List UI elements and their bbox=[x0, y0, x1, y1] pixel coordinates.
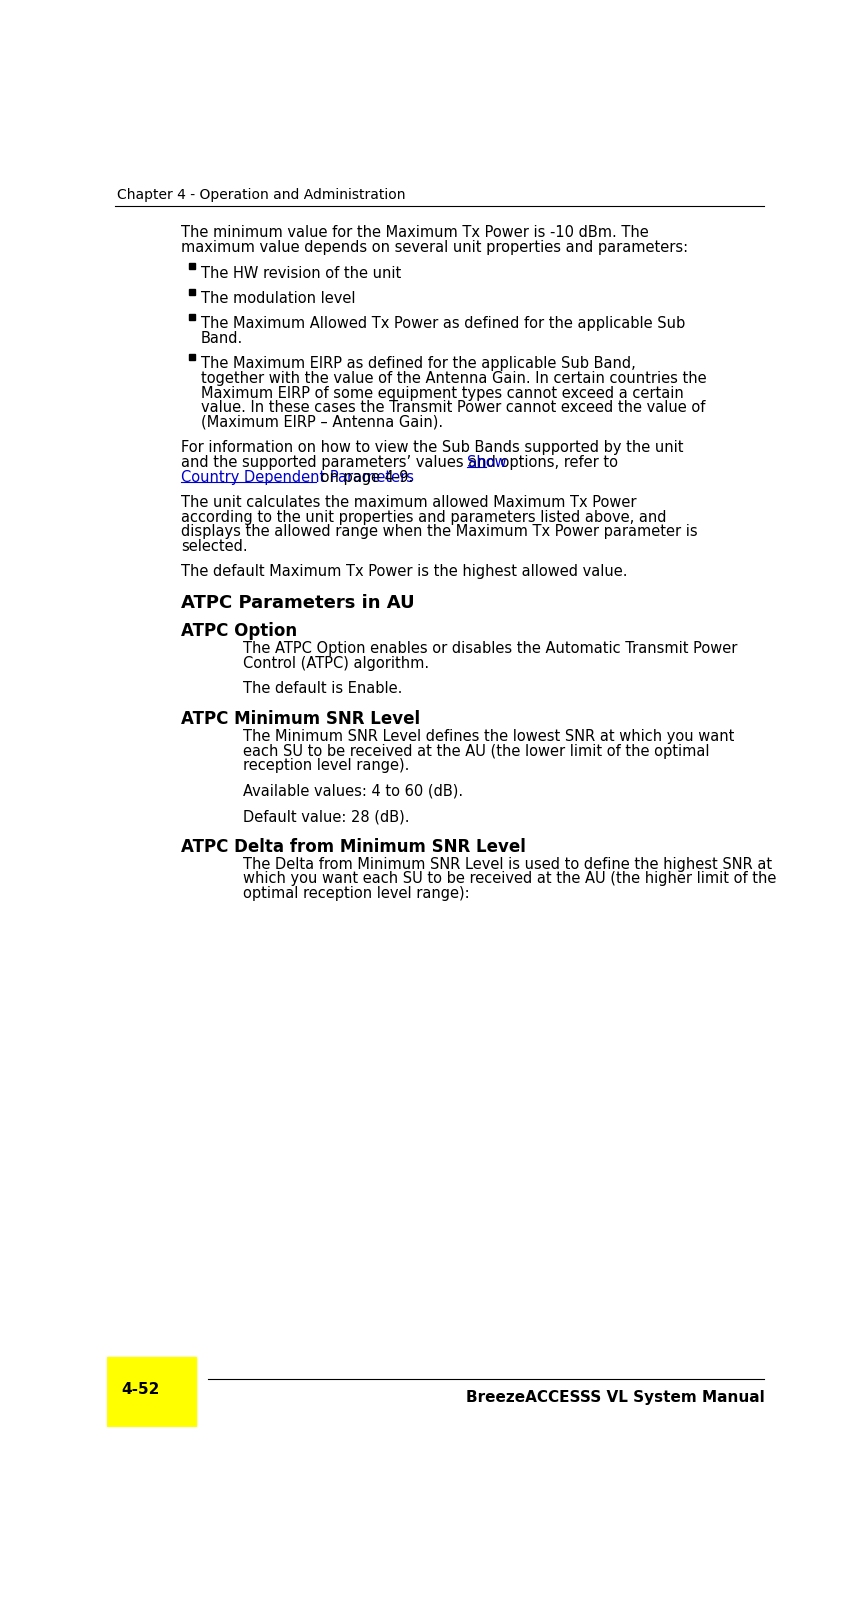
Text: The Minimum SNR Level defines the lowest SNR at which you want: The Minimum SNR Level defines the lowest… bbox=[243, 729, 734, 744]
Text: BreezeACCESSS VL System Manual: BreezeACCESSS VL System Manual bbox=[466, 1390, 764, 1404]
Text: displays the allowed range when the Maximum Tx Power parameter is: displays the allowed range when the Maxi… bbox=[181, 524, 698, 539]
Text: ATPC Parameters in AU: ATPC Parameters in AU bbox=[181, 593, 414, 611]
Text: The modulation level: The modulation level bbox=[201, 290, 355, 306]
Text: 4-52: 4-52 bbox=[121, 1382, 160, 1396]
Text: Available values: 4 to 60 (dB).: Available values: 4 to 60 (dB). bbox=[243, 784, 463, 798]
Text: selected.: selected. bbox=[181, 539, 247, 555]
Text: For information on how to view the Sub Bands supported by the unit: For information on how to view the Sub B… bbox=[181, 441, 683, 455]
Text: each SU to be received at the AU (the lower limit of the optimal: each SU to be received at the AU (the lo… bbox=[243, 744, 710, 758]
Text: ATPC Delta from Minimum SNR Level: ATPC Delta from Minimum SNR Level bbox=[181, 838, 526, 856]
Text: The ATPC Option enables or disables the Automatic Transmit Power: The ATPC Option enables or disables the … bbox=[243, 641, 737, 656]
Text: ATPC Option: ATPC Option bbox=[181, 622, 297, 640]
Text: The Maximum EIRP as defined for the applicable Sub Band,: The Maximum EIRP as defined for the appl… bbox=[201, 356, 636, 372]
Text: The Delta from Minimum SNR Level is used to define the highest SNR at: The Delta from Minimum SNR Level is used… bbox=[243, 858, 772, 872]
Text: The default Maximum Tx Power is the highest allowed value.: The default Maximum Tx Power is the high… bbox=[181, 564, 627, 579]
Text: Chapter 4 - Operation and Administration: Chapter 4 - Operation and Administration bbox=[117, 188, 405, 202]
Text: Control (ATPC) algorithm.: Control (ATPC) algorithm. bbox=[243, 656, 429, 672]
Text: maximum value depends on several unit properties and parameters:: maximum value depends on several unit pr… bbox=[181, 240, 688, 255]
Text: Default value: 28 (dB).: Default value: 28 (dB). bbox=[243, 810, 409, 824]
Text: Show: Show bbox=[467, 455, 506, 470]
Bar bbox=[189, 289, 195, 295]
Text: together with the value of the Antenna Gain. In certain countries the: together with the value of the Antenna G… bbox=[201, 370, 707, 386]
Text: The unit calculates the maximum allowed Maximum Tx Power: The unit calculates the maximum allowed … bbox=[181, 495, 637, 510]
Text: value. In these cases the Transmit Power cannot exceed the value of: value. In these cases the Transmit Power… bbox=[201, 401, 705, 415]
Bar bbox=[189, 263, 195, 269]
Text: The Maximum Allowed Tx Power as defined for the applicable Sub: The Maximum Allowed Tx Power as defined … bbox=[201, 316, 686, 332]
Bar bbox=[189, 314, 195, 321]
Text: The default is Enable.: The default is Enable. bbox=[243, 681, 402, 696]
Text: optimal reception level range):: optimal reception level range): bbox=[243, 886, 469, 901]
Text: Band.: Band. bbox=[201, 330, 244, 346]
Text: Maximum EIRP of some equipment types cannot exceed a certain: Maximum EIRP of some equipment types can… bbox=[201, 386, 684, 401]
Text: reception level range).: reception level range). bbox=[243, 758, 409, 773]
Bar bbox=[189, 354, 195, 361]
Text: and the supported parameters’ values and options, refer to: and the supported parameters’ values and… bbox=[181, 455, 623, 470]
Text: on page 4-9.: on page 4-9. bbox=[317, 470, 414, 484]
Bar bbox=[107, 1358, 196, 1427]
Text: (Maximum EIRP – Antenna Gain).: (Maximum EIRP – Antenna Gain). bbox=[201, 415, 443, 430]
Text: ATPC Minimum SNR Level: ATPC Minimum SNR Level bbox=[181, 710, 420, 728]
Text: which you want each SU to be received at the AU (the higher limit of the: which you want each SU to be received at… bbox=[243, 872, 776, 886]
Text: according to the unit properties and parameters listed above, and: according to the unit properties and par… bbox=[181, 510, 667, 524]
Text: The HW revision of the unit: The HW revision of the unit bbox=[201, 266, 402, 281]
Text: The minimum value for the Maximum Tx Power is -10 dBm. The: The minimum value for the Maximum Tx Pow… bbox=[181, 226, 649, 240]
Text: Country Dependent Parameters: Country Dependent Parameters bbox=[181, 470, 414, 484]
